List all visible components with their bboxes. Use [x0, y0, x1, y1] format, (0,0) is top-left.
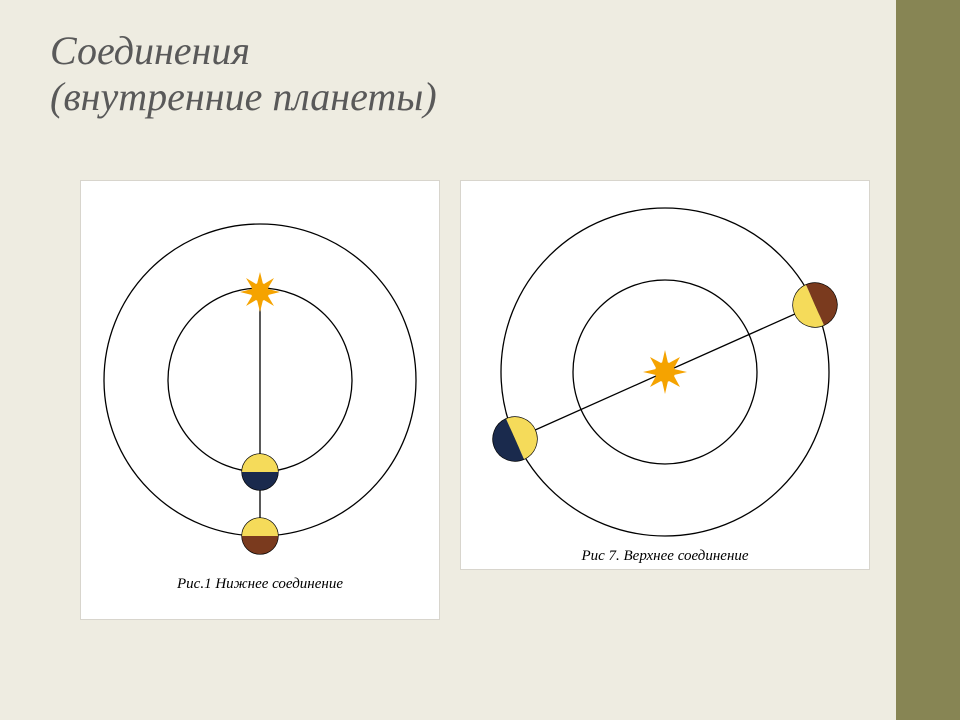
diagram-svg-left: Рис.1 Нижнее соединение	[80, 180, 440, 620]
title-line2: (внутренние планеты)	[50, 74, 437, 119]
diagram-svg-right: Рис 7. Верхнее соединение	[460, 180, 870, 570]
planet-inner	[242, 454, 278, 490]
diagram-superior-conjunction: Рис 7. Верхнее соединение	[460, 180, 870, 570]
sun-icon	[240, 272, 280, 312]
planet-earth	[242, 518, 278, 554]
slide-title: Соединения (внутренние планеты)	[50, 28, 437, 120]
caption-left: Рис.1 Нижнее соединение	[176, 576, 343, 592]
diagram-inferior-conjunction: Рис.1 Нижнее соединение	[80, 180, 440, 620]
planet-inner	[786, 276, 844, 334]
planet-earth	[486, 410, 544, 468]
sun-icon	[643, 350, 687, 394]
title-line1: Соединения	[50, 28, 250, 73]
slide: Соединения (внутренние планеты)	[0, 0, 960, 720]
caption-right: Рис 7. Верхнее соединение	[580, 548, 748, 564]
